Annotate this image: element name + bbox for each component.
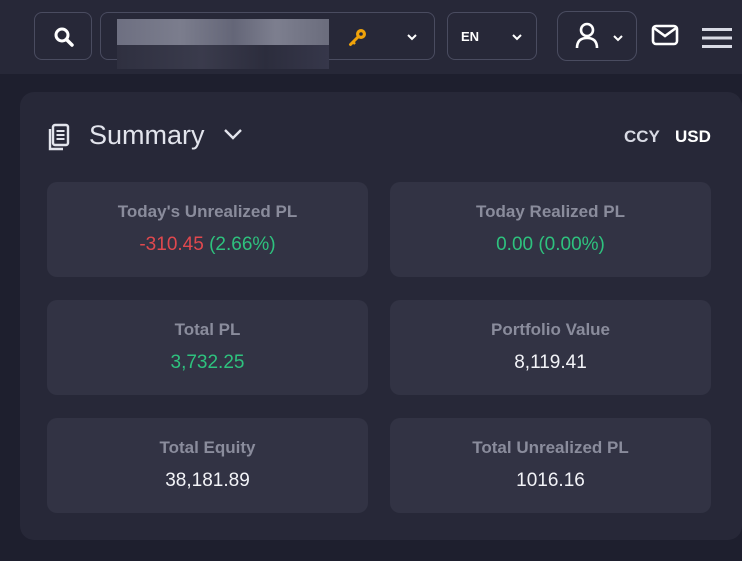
metric-card-todays-unrealized-pl: Today's Unrealized PL -310.45 (2.66%) bbox=[47, 182, 368, 277]
metric-value: 1016.16 bbox=[516, 470, 585, 491]
summary-title: Summary bbox=[89, 120, 205, 150]
search-button[interactable] bbox=[34, 12, 92, 60]
document-icon bbox=[48, 123, 70, 151]
masked-account-detail bbox=[117, 45, 329, 69]
top-bar: EN bbox=[0, 0, 742, 74]
metric-label: Today's Unrealized PL bbox=[117, 202, 298, 221]
metric-value: 38,181.89 bbox=[165, 470, 250, 491]
metric-value: 0.00 (0.00%) bbox=[496, 234, 605, 255]
metric-value: 8,119.41 bbox=[514, 352, 587, 373]
metric-value: -310.45 (2.66%) bbox=[47, 234, 368, 256]
account-select[interactable] bbox=[100, 12, 435, 69]
metric-label: Portfolio Value bbox=[490, 320, 611, 339]
key-icon bbox=[349, 29, 366, 46]
ccy-value[interactable]: USD bbox=[675, 127, 711, 146]
user-icon bbox=[575, 22, 599, 49]
chevron-down-icon bbox=[224, 129, 242, 140]
metric-label: Total PL bbox=[174, 320, 241, 339]
metric-card-total-pl: Total PL 3,732.25 bbox=[47, 300, 368, 395]
metric-card-portfolio-value: Portfolio Value 8,119.41 bbox=[390, 300, 711, 395]
chevron-down-icon bbox=[407, 34, 417, 41]
chevron-down-icon bbox=[613, 35, 623, 42]
metric-label: Total Equity bbox=[159, 438, 256, 457]
bottom-strip bbox=[0, 547, 742, 561]
metric-value-amount: -310.45 bbox=[139, 234, 204, 255]
mail-icon[interactable] bbox=[651, 24, 679, 46]
language-select[interactable]: EN bbox=[447, 12, 537, 60]
language-label: EN bbox=[461, 29, 480, 44]
summary-panel: Summary CCY USD Today's Unrealized PL -3… bbox=[20, 92, 742, 540]
user-menu-button[interactable] bbox=[557, 11, 637, 61]
chevron-down-icon bbox=[512, 34, 522, 41]
metric-card-total-unrealized-pl: Total Unrealized PL 1016.16 bbox=[390, 418, 711, 513]
hamburger-menu-icon[interactable] bbox=[702, 27, 732, 49]
masked-account-name bbox=[117, 19, 329, 45]
metric-value-percent: (2.66%) bbox=[209, 234, 276, 255]
search-icon bbox=[54, 27, 74, 47]
ccy-label: CCY bbox=[624, 127, 660, 146]
metric-card-today-realized-pl: Today Realized PL 0.00 (0.00%) bbox=[390, 182, 711, 277]
metric-label: Total Unrealized PL bbox=[472, 438, 629, 457]
metric-value: 3,732.25 bbox=[170, 352, 245, 373]
metric-label: Today Realized PL bbox=[476, 202, 625, 221]
metric-card-total-equity: Total Equity 38,181.89 bbox=[47, 418, 368, 513]
